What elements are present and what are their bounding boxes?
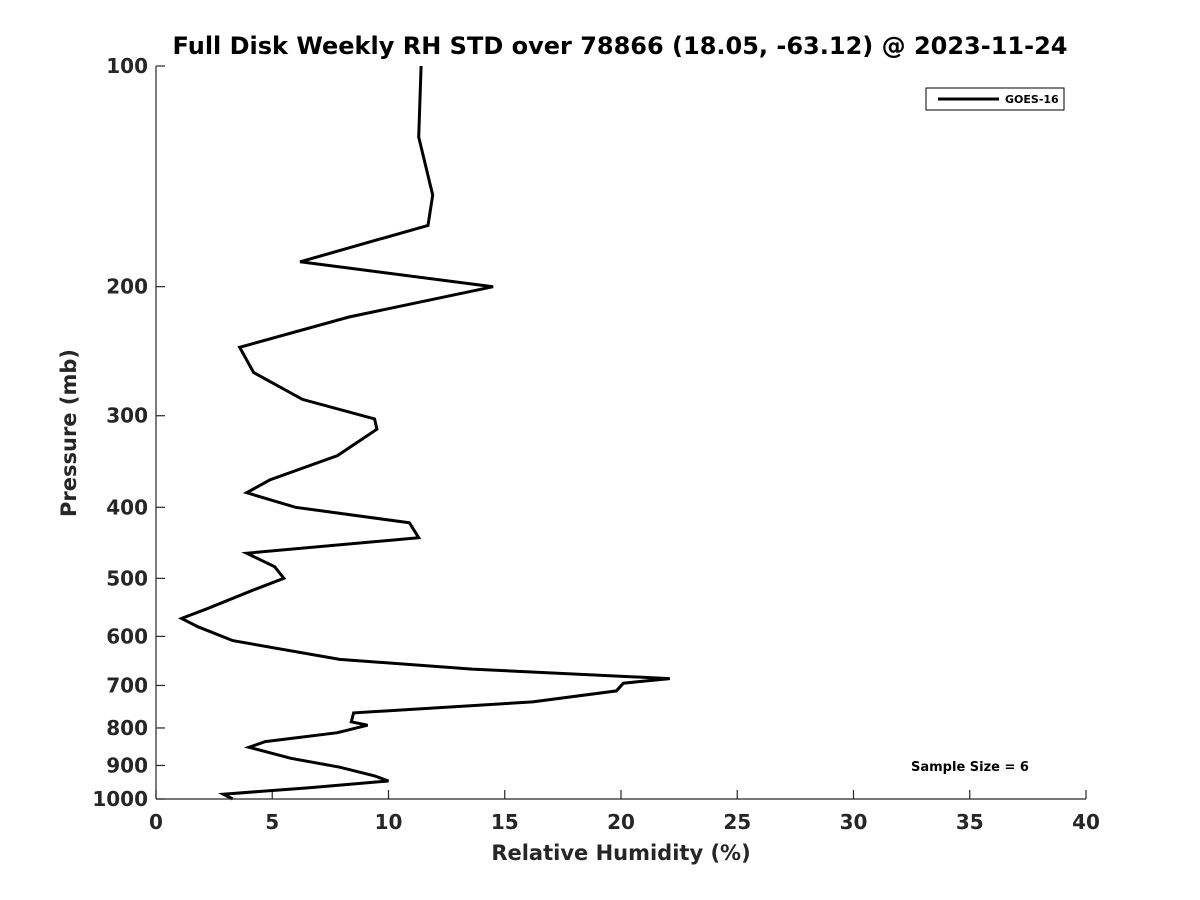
y-tick-label: 900 [106, 753, 148, 777]
y-tick-label: 600 [106, 624, 148, 648]
x-axis-ticks: 0 5 10 15 20 25 30 35 40 [149, 790, 1100, 834]
legend: GOES-16 [925, 87, 1065, 111]
sample-size-annotation: Sample Size = 6 [911, 760, 1029, 775]
x-tick-label: 40 [1072, 810, 1100, 834]
x-tick-label: 0 [149, 810, 163, 834]
x-tick-label: 5 [265, 810, 279, 834]
axes-lines [155, 66, 1086, 800]
y-tick-label: 100 [106, 54, 148, 78]
series-line-goes16 [177, 65, 670, 801]
series-layer [177, 65, 670, 801]
y-tick-label: 700 [106, 673, 148, 697]
x-tick-label: 20 [607, 810, 635, 834]
y-axis-ticks: 100 200 300 400 500 600 700 800 900 1000 [92, 54, 165, 811]
legend-label-goes16: GOES-16 [1005, 93, 1059, 106]
y-tick-label: 500 [106, 566, 148, 590]
y-tick-label: 300 [106, 404, 148, 428]
x-axis-label: Relative Humidity (%) [491, 841, 750, 865]
y-tick-label: 200 [106, 275, 148, 299]
plot-area: 0 5 10 15 20 25 30 35 40 100 200 300 400 500 600 700 80… [92, 54, 1100, 834]
x-tick-label: 35 [956, 810, 984, 834]
y-axis-label: Pressure (mb) [57, 349, 81, 517]
y-tick-label: 1000 [92, 787, 148, 811]
x-tick-label: 25 [723, 810, 751, 834]
x-tick-label: 30 [840, 810, 868, 834]
x-tick-label: 15 [491, 810, 519, 834]
x-tick-label: 10 [375, 810, 403, 834]
y-tick-label: 800 [106, 716, 148, 740]
chart-title: Full Disk Weekly RH STD over 78866 (18.0… [173, 32, 1068, 60]
y-tick-label: 400 [106, 495, 148, 519]
